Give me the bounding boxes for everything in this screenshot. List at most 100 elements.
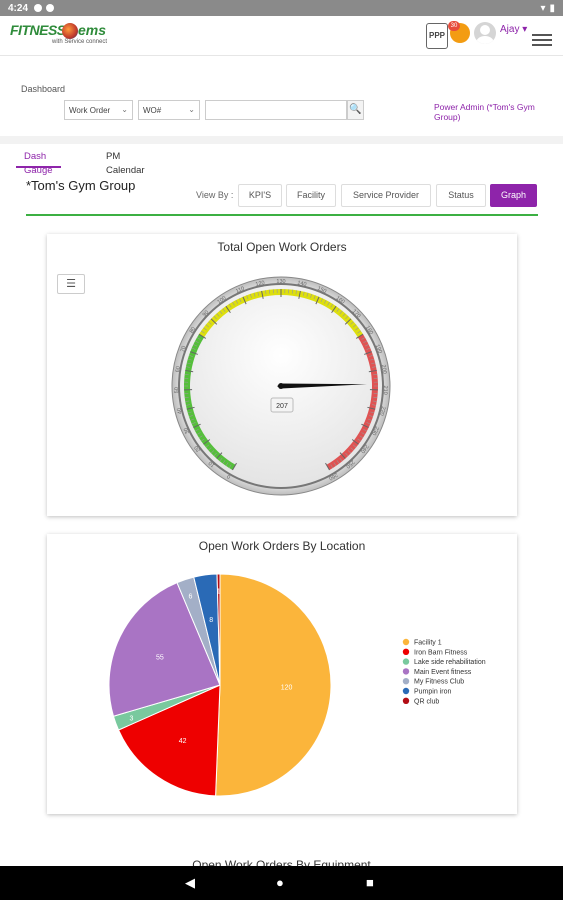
breadcrumb[interactable]: Dashboard xyxy=(21,84,66,94)
legend-item[interactable]: Pumpin iron xyxy=(414,689,451,696)
gauge-minor-tick xyxy=(201,330,205,334)
view-kpis-button[interactable]: KPI'S xyxy=(238,184,282,207)
gauge-tick xyxy=(232,462,237,471)
sync-icon xyxy=(46,4,55,12)
legend-item[interactable]: My Fitness Club xyxy=(414,679,464,686)
module-select-value: Work Order xyxy=(69,106,111,115)
gauge-minor-tick xyxy=(185,404,190,406)
user-menu[interactable]: Ajay ▾ xyxy=(500,24,528,35)
gauge-tick xyxy=(261,290,264,299)
pie-slice-0[interactable] xyxy=(215,573,332,797)
gauge-minor-tick xyxy=(372,404,377,406)
tab-dash-gauge[interactable]: Dash Gauge xyxy=(16,150,61,176)
gauge-pivot xyxy=(278,383,284,389)
gauge-tick xyxy=(198,333,207,339)
gauge-tick xyxy=(216,452,223,459)
gauge-minor-tick xyxy=(364,344,369,347)
gauge-minor-tick xyxy=(310,293,313,298)
view-service-provider-button[interactable]: Service Provider xyxy=(341,184,431,207)
gauge-tick-label: 140 xyxy=(297,280,307,288)
gauge-tick xyxy=(367,406,376,410)
gauge-minor-tick xyxy=(188,354,193,357)
user-avatar[interactable] xyxy=(474,22,496,44)
pie-slice-1[interactable] xyxy=(117,684,221,797)
gauge-tick-label: 160 xyxy=(335,295,346,305)
legend-item[interactable]: Iron Barn Fitness xyxy=(414,649,468,656)
legend-marker xyxy=(402,648,410,655)
gauge-minor-tick xyxy=(350,447,354,451)
id-select[interactable]: WO# ⌄ xyxy=(138,100,200,120)
back-icon[interactable]: ◀ xyxy=(185,875,195,890)
gauge-minor-tick xyxy=(257,291,260,296)
ppp-icon[interactable]: PPP xyxy=(426,23,448,49)
pie-data-label: 42 xyxy=(179,738,187,745)
search-button[interactable]: 🔍 xyxy=(347,100,364,120)
gauge-minor-tick xyxy=(186,362,191,365)
recents-icon[interactable]: ■ xyxy=(366,875,374,890)
gauge-tick xyxy=(325,462,330,471)
gauge-tick-label: 50 xyxy=(174,387,180,393)
search-input[interactable] xyxy=(205,100,347,120)
gauge-minor-tick xyxy=(363,428,368,432)
gauge-tick xyxy=(339,452,346,459)
gauge-tick xyxy=(355,333,364,339)
hamburger-menu-icon[interactable] xyxy=(532,34,552,48)
home-icon[interactable]: ● xyxy=(276,875,284,890)
view-by-label: View By : xyxy=(196,190,234,200)
notification-count-badge: 30 xyxy=(448,21,460,31)
gauge-minor-tick xyxy=(313,295,316,300)
gauge-band-2 xyxy=(326,334,378,471)
gauge-minor-tick xyxy=(342,313,346,317)
tab-pm-calendar[interactable]: PM Calendar xyxy=(106,151,145,176)
power-admin-link[interactable]: Power Admin (*Tom's Gym Group) xyxy=(434,102,535,122)
gauge-minor-tick xyxy=(369,354,374,357)
gauge-minor-tick xyxy=(355,327,359,331)
legend-item[interactable]: Lake side rehabilitation xyxy=(414,659,486,666)
gauge-tick-label: 190 xyxy=(374,344,383,355)
legend-item[interactable]: Facility 1 xyxy=(414,640,442,647)
gauge-minor-tick xyxy=(333,462,337,466)
gauge-tick-label: 260 xyxy=(328,471,339,481)
gauge-tick xyxy=(364,351,372,355)
gauge-minor-tick xyxy=(357,330,361,334)
gauge-tick-label: 180 xyxy=(364,325,374,336)
gauge-tick xyxy=(185,369,194,373)
gauge-minor-tick xyxy=(350,321,354,325)
view-facility-button[interactable]: Facility xyxy=(286,184,336,207)
gauge-minor-tick xyxy=(306,292,309,297)
logo-tagline: with Service connect xyxy=(52,39,108,45)
section-divider xyxy=(0,136,563,144)
chevron-down-icon: ⌄ xyxy=(121,105,128,114)
view-graph-button[interactable]: Graph xyxy=(490,184,537,207)
gauge-minor-tick xyxy=(239,298,242,303)
gauge-minor-tick xyxy=(345,315,349,320)
module-select[interactable]: Work Order ⌄ xyxy=(64,100,133,120)
legend-marker xyxy=(402,678,410,685)
gauge-band-1 xyxy=(199,289,363,338)
gauge-minor-tick xyxy=(359,435,364,439)
chart-menu-button[interactable]: ☰ xyxy=(57,274,85,294)
pie-slice-6[interactable] xyxy=(216,573,221,686)
legend-marker xyxy=(402,658,410,665)
pie-data-label: 8 xyxy=(209,617,213,624)
legend-item[interactable]: QR club xyxy=(414,698,439,705)
gauge-minor-tick xyxy=(185,400,190,402)
location-pie-chart: 120 42 3 55 6 8 1 Facility 1 Iron Barn Fitness L… xyxy=(108,573,486,797)
gauge-minor-tick xyxy=(320,298,323,303)
legend-item[interactable]: Main Event fitness xyxy=(414,669,472,676)
gauge-minor-tick xyxy=(302,291,305,296)
fitness-ems-logo[interactable]: FITNESS ems with Service connect xyxy=(10,22,120,52)
gauge-minor-tick xyxy=(216,313,220,317)
gauge-minor-tick xyxy=(210,450,215,454)
gauge-band-0 xyxy=(184,334,236,471)
gauge-minor-tick xyxy=(249,293,252,298)
gauge-tick-label: 70 xyxy=(180,345,188,353)
view-status-button[interactable]: Status xyxy=(436,184,486,207)
pie-slice-3[interactable] xyxy=(108,582,221,717)
gauge-tick-label: 250 xyxy=(345,459,356,470)
clock: 4:24 xyxy=(8,2,29,14)
gauge-tick xyxy=(344,318,352,325)
gauge-minor-tick xyxy=(323,299,327,304)
gauge-minor-tick xyxy=(339,310,343,315)
pie-data-label: 1 xyxy=(217,589,221,596)
